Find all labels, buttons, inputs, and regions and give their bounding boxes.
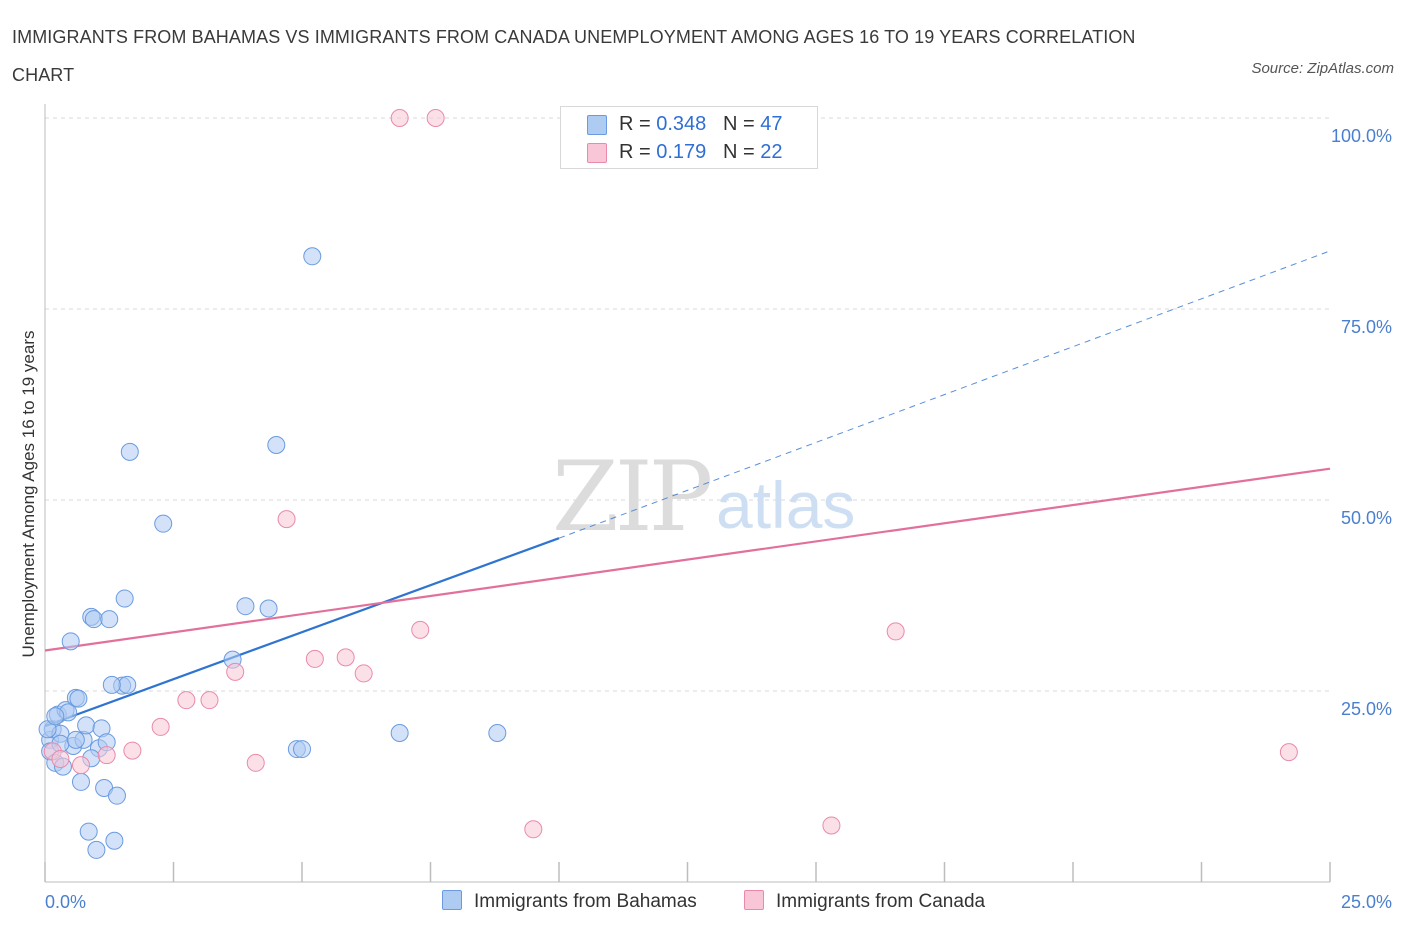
point-canada [886,622,905,641]
point-bahamas [120,442,139,461]
x-tick-label: 0.0% [45,892,86,912]
trend-line-bahamas-extension [558,250,1331,539]
point-bahamas [115,589,134,608]
point-canada [1279,743,1298,762]
legend-swatch-bahamas [587,115,607,135]
legend-stats-bahamas: R = 0.348 N = 47 [619,110,782,138]
point-bahamas [267,435,286,454]
legend-swatch-bahamas [442,890,462,910]
point-bahamas [46,707,65,726]
point-canada [524,820,543,839]
point-canada [390,109,409,127]
point-canada [177,691,196,710]
point-bahamas [488,724,507,743]
n-label: N = [722,141,755,163]
point-bahamas [61,632,80,651]
trend-line-canada [44,467,1331,652]
x-tick-label: 25.0% [1341,892,1392,912]
point-canada [151,717,170,736]
point-bahamas [77,716,96,735]
point-bahamas [107,786,126,805]
legend-swatch-canada [744,890,764,910]
legend-label-canada: Immigrants from Canada [776,891,986,912]
point-bahamas [390,724,409,743]
y-tick-labels: 25.0% 50.0% 75.0% 100.0% [1331,126,1392,719]
legend-stats-canada: R = 0.179 N = 22 [619,138,782,166]
point-bahamas [69,689,88,708]
legend-item-canada[interactable]: Immigrants from Canada [744,890,985,914]
point-bahamas [154,514,173,533]
point-canada [226,662,245,681]
series-legend: Immigrants from Bahamas Immigrants from … [0,886,1406,918]
point-bahamas [87,840,106,859]
point-bahamas [66,730,85,749]
point-bahamas [259,599,278,618]
n-value: 22 [760,141,783,163]
point-canada [51,749,70,768]
n-value: 47 [760,113,783,135]
watermark: ZIP atlas [552,441,855,553]
point-bahamas [84,610,103,629]
r-label: R = [619,141,651,163]
point-canada [426,109,445,127]
legend-swatch-canada [587,143,607,163]
point-canada [200,691,219,710]
trend-line-bahamas [44,537,560,728]
axes [44,104,1331,883]
chart-title: IMMIGRANTS FROM BAHAMAS VS IMMIGRANTS FR… [12,27,1136,85]
point-bahamas [118,675,137,694]
r-value: 0.179 [656,141,707,163]
legend-row-canada: R = 0.179 N = 22 [561,138,817,166]
y-tick-label: 25.0% [1341,699,1392,719]
point-canada [71,756,90,775]
point-bahamas [293,740,311,759]
legend-label-bahamas: Immigrants from Bahamas [474,891,697,912]
point-canada [246,753,265,772]
r-label: R = [619,113,651,135]
point-bahamas [236,597,255,616]
point-bahamas [100,610,119,629]
point-canada [277,510,296,529]
y-tick-label: 50.0% [1341,508,1392,528]
point-bahamas [102,675,121,694]
point-canada [97,746,116,765]
watermark-atlas-text: atlas [716,468,855,542]
point-canada [336,648,355,667]
point-canada [411,620,430,639]
legend-row-bahamas: R = 0.348 N = 47 [561,110,817,138]
point-bahamas [71,772,90,791]
point-bahamas [303,247,322,266]
watermark-zip-text: ZIP [552,441,711,553]
y-tick-label: 100.0% [1331,126,1392,146]
point-bahamas [105,831,124,850]
source-credit: Source: ZipAtlas.com [1251,60,1394,77]
point-canada [123,741,142,760]
trend-lines [44,250,1331,728]
legend-item-bahamas[interactable]: Immigrants from Bahamas [442,890,697,914]
point-bahamas [79,822,98,841]
point-canada [822,816,841,835]
x-tick-labels: 0.0% 25.0% [45,892,1392,912]
point-canada [354,664,373,683]
point-canada [305,649,324,668]
y-tick-label: 75.0% [1341,317,1392,337]
r-value: 0.348 [656,113,707,135]
n-label: N = [722,113,755,135]
y-axis-label: Unemployment Among Ages 16 to 19 years [19,331,38,658]
correlation-legend: R = 0.348 N = 47 R = 0.179 N = 22 [560,106,818,169]
